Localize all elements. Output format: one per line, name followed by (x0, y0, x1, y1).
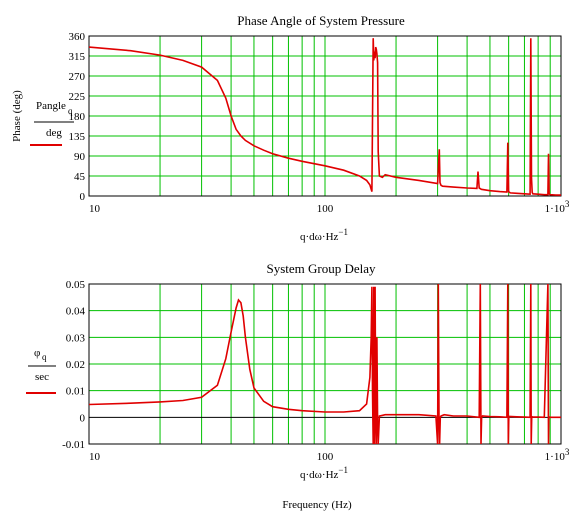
group-delay-chart-x-axis-label: q·dω·Hz−1 (300, 465, 348, 481)
phase-chart-y-axis-label: Phase (deg) (11, 90, 23, 142)
group-delay-y-tick-label: 0.03 (66, 332, 86, 344)
phase-legend-label-top: Pangle (36, 100, 66, 112)
phase-chart-x-ticks: 10 100 1·103 (89, 199, 570, 215)
phase-y-tick-label: 180 (69, 111, 86, 123)
phase-y-tick-label: 225 (69, 91, 86, 103)
phase-chart-series-line (88, 38, 561, 196)
phase-y-tick-label: 315 (69, 51, 86, 63)
group-delay-chart-series-line (88, 283, 561, 445)
group-delay-chart: System Group Delay -0.01 0 0.01 0.02 0.03 0.0… (26, 261, 570, 481)
group-delay-y-tick-label: -0.01 (62, 439, 85, 451)
phase-legend-label-bottom: deg (46, 127, 62, 139)
phase-y-tick-label: 45 (74, 171, 86, 183)
delay-legend-label-top: φ (34, 347, 40, 359)
group-delay-y-tick-label: 0.01 (66, 386, 85, 398)
group-delay-chart-y-ticks: -0.01 0 0.01 0.02 0.03 0.04 0.05 (62, 279, 85, 451)
group-delay-chart-frame (88, 283, 562, 445)
phase-y-tick-label: 0 (80, 191, 86, 203)
phase-chart: Phase Angle of System Pressure 0 45 90 135 1… (11, 13, 570, 243)
group-delay-y-tick-label: 0.02 (66, 359, 85, 371)
group-delay-chart-x-ticks: 10 100 1·103 (89, 447, 570, 463)
delay-legend-label-bottom: sec (35, 371, 49, 383)
group-delay-chart-title: System Group Delay (266, 261, 376, 276)
group-delay-x-tick-label: 100 (317, 451, 334, 463)
group-delay-x-tick-label: 10 (89, 451, 101, 463)
phase-x-tick-label: 100 (317, 203, 334, 215)
phase-chart-legend: Pangle q deg (30, 100, 74, 146)
delay-legend-label-sub: q (42, 352, 47, 362)
phase-x-tick-label: 10 (89, 203, 101, 215)
phase-chart-grid (89, 36, 561, 196)
phase-chart-title: Phase Angle of System Pressure (237, 13, 405, 28)
phase-chart-y-ticks: 0 45 90 135 180 225 270 315 360 (69, 31, 86, 203)
phase-y-tick-label: 360 (69, 31, 86, 43)
phase-x-tick-label: 1·103 (545, 199, 570, 215)
phase-legend-label-sub: q (68, 106, 73, 116)
phase-y-tick-label: 270 (69, 71, 86, 83)
phase-y-tick-label: 135 (69, 131, 86, 143)
group-delay-chart-grid (89, 284, 561, 444)
group-delay-y-tick-label: 0 (80, 412, 86, 424)
group-delay-y-tick-label: 0.05 (66, 279, 86, 291)
group-delay-legend: φ q sec (26, 347, 56, 394)
phase-y-tick-label: 90 (74, 151, 86, 163)
frequency-axis-caption: Frequency (Hz) (282, 499, 352, 511)
group-delay-y-tick-label: 0.04 (66, 306, 86, 318)
phase-chart-x-axis-label: q·dω·Hz−1 (300, 227, 348, 243)
phase-chart-frame (88, 35, 562, 197)
group-delay-x-tick-label: 1·103 (545, 447, 570, 463)
